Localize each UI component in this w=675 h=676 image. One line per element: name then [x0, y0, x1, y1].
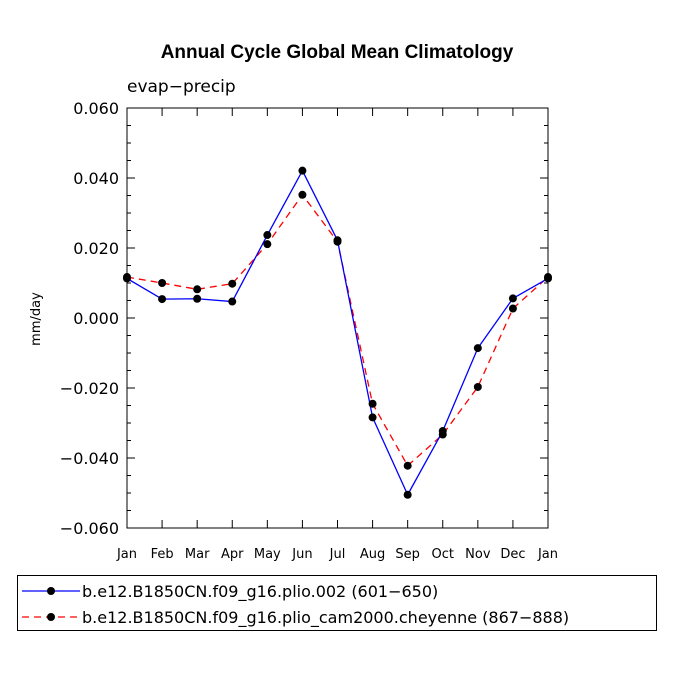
series-line-2	[126, 194, 549, 467]
legend-swatch-series-1	[22, 587, 80, 595]
x-tick-label: Nov	[465, 547, 491, 562]
y-tick-label: −0.020	[60, 379, 119, 398]
series-1-point	[228, 297, 237, 306]
legend: b.e12.B1850CN.f09_g16.plio.002 (601−650)…	[17, 575, 657, 631]
x-tick-label: Mar	[185, 547, 210, 562]
series-2-point	[228, 279, 237, 288]
tick-layer: −0.060 −0.040 −0.020 0.000 0.020 0.040 0.060 Ja…	[60, 99, 558, 562]
legend-item-series-2: b.e12.B1850CN.f09_g16.plio_cam2000.cheye…	[20, 605, 569, 629]
x-tick-label: Jan	[116, 547, 137, 562]
series-2-point	[368, 399, 377, 408]
series-2-point	[508, 304, 517, 313]
y-tick-label: −0.040	[60, 449, 119, 468]
series-1-point	[298, 166, 307, 175]
legend-label-series-2: b.e12.B1850CN.f09_g16.plio_cam2000.cheye…	[82, 607, 570, 627]
x-tick-label: Jun	[291, 547, 312, 562]
series-1-point	[438, 427, 447, 436]
legend-swatch-series-2	[22, 613, 80, 621]
series-line-1	[126, 169, 549, 496]
y-tick-label: 0.060	[73, 99, 119, 118]
x-tick-label: Jan	[537, 547, 558, 562]
series-1-point	[508, 294, 517, 303]
series-2-point	[298, 190, 307, 199]
x-tick-label: Oct	[432, 547, 454, 562]
y-tick-label: 0.020	[73, 239, 119, 258]
series-1-point	[333, 236, 342, 245]
series-2-point	[158, 279, 167, 287]
series-layer	[123, 166, 552, 499]
x-tick-label: Aug	[360, 547, 385, 562]
x-tick-label: Feb	[151, 547, 174, 562]
series-2-point	[263, 240, 272, 249]
series-1-point	[158, 295, 167, 304]
series-2-point	[473, 382, 482, 391]
legend-item-series-1: b.e12.B1850CN.f09_g16.plio.002 (601−650)	[20, 579, 438, 603]
series-2-point	[403, 461, 412, 470]
plot-frame	[126, 107, 549, 529]
chart-title: Annual Cycle Global Mean Climatology	[161, 42, 514, 63]
y-tick-label: 0.040	[73, 169, 119, 188]
series-1-point	[368, 413, 377, 422]
chart-subtitle: evap−precip	[127, 77, 236, 97]
legend-label-series-1: b.e12.B1850CN.f09_g16.plio.002 (601−650)	[82, 581, 439, 601]
y-tick-label: −0.060	[60, 519, 119, 538]
y-tick-label: 0.000	[73, 309, 119, 328]
series-2-point	[193, 285, 202, 294]
x-tick-label: May	[254, 547, 281, 562]
x-tick-label: Dec	[500, 547, 525, 562]
x-tick-label: Jul	[329, 547, 346, 562]
series-1-point	[403, 490, 412, 499]
y-axis-label: mm/day	[29, 292, 44, 346]
series-1-point	[263, 231, 272, 240]
series-1-point	[473, 344, 482, 353]
series-1-point	[193, 294, 202, 303]
x-tick-label: Sep	[395, 547, 420, 562]
x-tick-label: Apr	[221, 547, 244, 562]
